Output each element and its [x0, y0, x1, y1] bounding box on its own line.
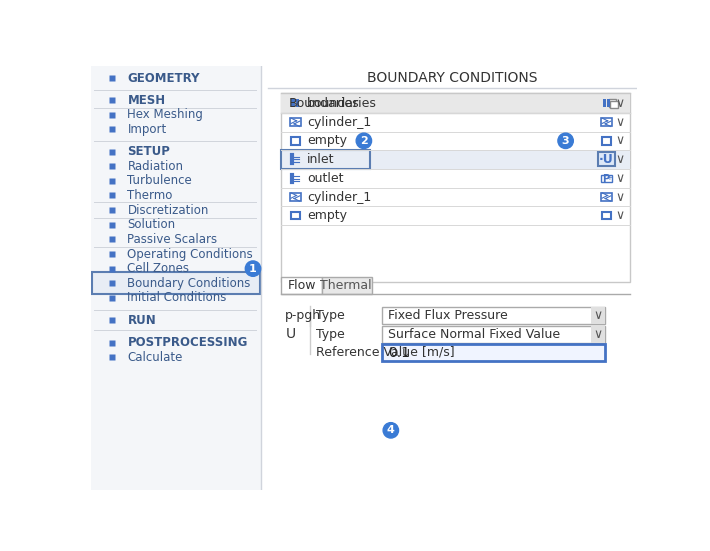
Text: boundaries: boundaries [307, 96, 377, 110]
Text: Fixed Flux Pressure: Fixed Flux Pressure [388, 309, 508, 322]
FancyBboxPatch shape [598, 153, 615, 166]
FancyBboxPatch shape [91, 66, 261, 490]
Text: Turbulence: Turbulence [128, 174, 192, 187]
Text: Discretization: Discretization [128, 204, 209, 217]
Text: ∨: ∨ [616, 153, 625, 166]
FancyBboxPatch shape [296, 99, 299, 102]
Text: 1: 1 [249, 263, 257, 274]
Text: Surface Normal Fixed Value: Surface Normal Fixed Value [388, 328, 560, 341]
Text: 0.1: 0.1 [388, 345, 410, 360]
Text: Radiation: Radiation [128, 160, 183, 172]
FancyBboxPatch shape [292, 99, 295, 102]
Text: 3: 3 [562, 136, 569, 146]
FancyBboxPatch shape [92, 273, 260, 294]
Text: BOUNDARY CONDITIONS: BOUNDARY CONDITIONS [367, 72, 537, 85]
Text: Passive Scalars: Passive Scalars [128, 233, 217, 246]
Text: P: P [602, 174, 609, 183]
Text: 4: 4 [387, 425, 395, 435]
Text: ∨: ∨ [616, 116, 625, 129]
Text: Import: Import [128, 123, 167, 136]
Text: ∨: ∨ [616, 172, 625, 185]
FancyBboxPatch shape [281, 150, 630, 169]
Circle shape [383, 423, 398, 438]
Text: 2: 2 [360, 136, 368, 146]
Text: inlet: inlet [307, 153, 334, 166]
Text: ·U: ·U [599, 153, 614, 166]
Text: Reference Value [m/s]: Reference Value [m/s] [316, 345, 455, 358]
FancyBboxPatch shape [281, 93, 630, 283]
Text: ∨: ∨ [616, 96, 625, 110]
FancyBboxPatch shape [603, 99, 606, 102]
Text: SETUP: SETUP [128, 145, 170, 158]
Text: outlet: outlet [307, 172, 344, 185]
Text: POSTPROCESSING: POSTPROCESSING [128, 336, 248, 349]
FancyBboxPatch shape [281, 277, 322, 294]
FancyBboxPatch shape [268, 66, 638, 490]
Text: GEOMETRY: GEOMETRY [128, 72, 200, 85]
FancyBboxPatch shape [603, 104, 606, 107]
Circle shape [356, 133, 371, 149]
Text: ∨: ∨ [616, 191, 625, 203]
Text: ∨: ∨ [594, 328, 603, 341]
Text: Boundaries: Boundaries [289, 96, 360, 110]
Circle shape [558, 133, 573, 149]
Text: U: U [285, 327, 295, 341]
Text: Thermo: Thermo [128, 189, 173, 202]
FancyBboxPatch shape [322, 277, 371, 294]
FancyBboxPatch shape [608, 99, 616, 107]
FancyBboxPatch shape [381, 344, 605, 361]
FancyBboxPatch shape [296, 104, 299, 107]
Text: Initial Conditions: Initial Conditions [128, 291, 227, 304]
Text: MESH: MESH [128, 94, 165, 106]
Text: ∨: ∨ [616, 134, 625, 147]
FancyBboxPatch shape [591, 326, 605, 343]
FancyBboxPatch shape [607, 99, 611, 102]
Text: Flow: Flow [288, 279, 316, 292]
Text: Solution: Solution [128, 218, 175, 231]
Text: p-pgh: p-pgh [285, 309, 322, 322]
Text: Calculate: Calculate [128, 350, 183, 364]
FancyBboxPatch shape [292, 104, 295, 107]
Text: Boundary Conditions: Boundary Conditions [128, 277, 251, 290]
Text: +: + [606, 175, 613, 181]
Text: empty: empty [307, 134, 347, 147]
Text: RUN: RUN [128, 314, 156, 327]
Circle shape [245, 261, 261, 277]
FancyBboxPatch shape [611, 101, 618, 109]
FancyBboxPatch shape [281, 93, 630, 113]
Text: cylinder_1: cylinder_1 [307, 191, 371, 203]
Text: ∨: ∨ [616, 209, 625, 222]
Text: Hex Meshing: Hex Meshing [128, 108, 203, 121]
Text: Cell Zones: Cell Zones [128, 262, 190, 275]
Text: cylinder_1: cylinder_1 [307, 116, 371, 129]
FancyBboxPatch shape [591, 307, 605, 324]
FancyBboxPatch shape [607, 104, 611, 107]
Text: ∨: ∨ [594, 309, 603, 322]
FancyBboxPatch shape [381, 307, 605, 324]
Text: Operating Conditions: Operating Conditions [128, 247, 253, 261]
FancyBboxPatch shape [381, 326, 605, 343]
Text: Type: Type [316, 309, 345, 322]
Text: empty: empty [307, 209, 347, 222]
Text: Thermal: Thermal [320, 279, 372, 292]
Text: Type: Type [316, 328, 345, 341]
